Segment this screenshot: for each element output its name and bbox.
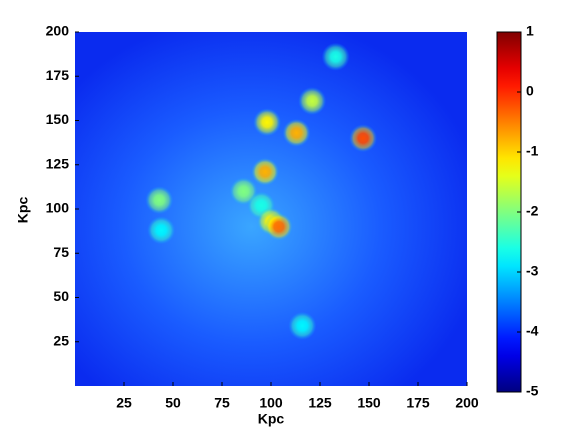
y-tick-label: 150 (46, 111, 70, 127)
x-tick-label: 75 (214, 395, 230, 411)
x-tick-label: 175 (406, 395, 430, 411)
blob (251, 157, 280, 186)
colorbar-tick-label: -4 (526, 323, 539, 339)
colorbar-tick-label: 0 (526, 83, 534, 99)
colorbar-tick-label: -3 (526, 263, 539, 279)
y-tick-label: 50 (53, 288, 69, 304)
blob (349, 124, 378, 153)
x-tick-label: 200 (455, 395, 479, 411)
blob (298, 87, 327, 116)
y-tick-label: 100 (46, 200, 70, 216)
y-tick-label: 25 (53, 332, 69, 348)
y-tick-label: 200 (46, 23, 70, 39)
colorbar-tick-label: -5 (526, 383, 539, 399)
blob (321, 42, 350, 71)
y-tick-label: 75 (53, 244, 69, 260)
y-axis-label: Kpc (15, 197, 31, 224)
blob (145, 186, 174, 215)
blob (288, 311, 317, 340)
x-tick-label: 50 (165, 395, 181, 411)
y-tick-label: 125 (46, 155, 70, 171)
blob (282, 118, 311, 147)
blob (253, 108, 282, 137)
blob (264, 212, 293, 241)
x-axis-label: Kpc (258, 411, 285, 427)
blob (147, 216, 176, 245)
colorbar-tick-label: -2 (526, 203, 539, 219)
blobs (145, 42, 378, 340)
y-tick-label: 175 (46, 67, 70, 83)
x-tick-label: 125 (308, 395, 332, 411)
colorbar-tick-label: -1 (526, 143, 539, 159)
colorbar-tick-label: 1 (526, 23, 534, 39)
x-tick-label: 100 (259, 395, 283, 411)
x-tick-label: 25 (116, 395, 132, 411)
x-tick-label: 150 (357, 395, 381, 411)
